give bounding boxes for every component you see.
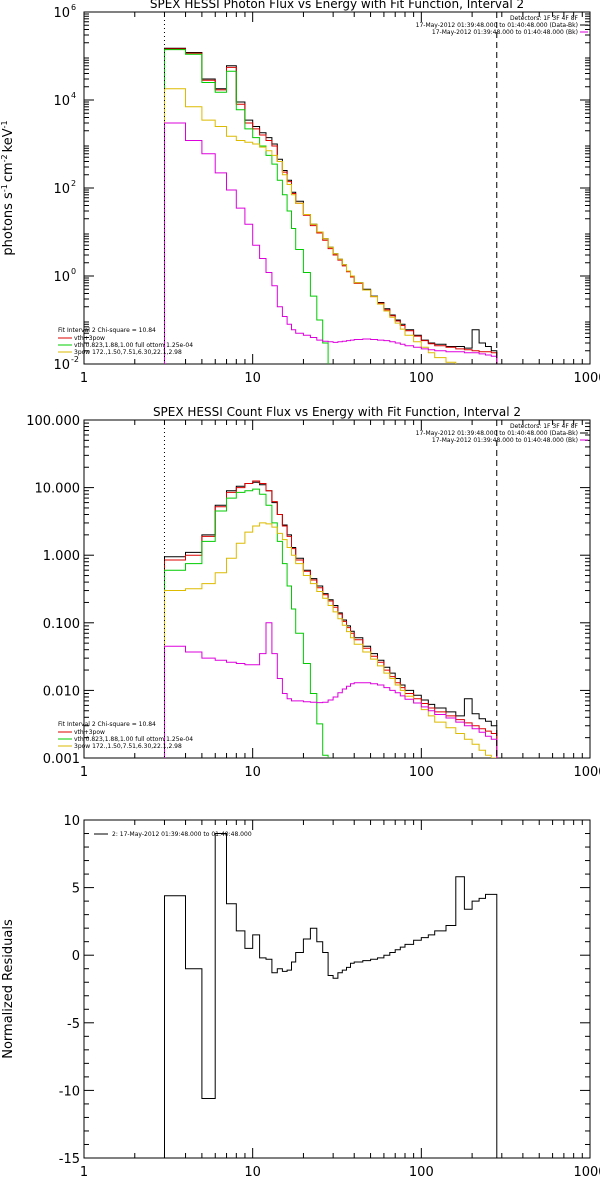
legend-right-entry: Detectors: 1F 3F 4F 8F <box>510 15 579 22</box>
y-tick-label: 10 <box>63 814 80 829</box>
y-axis-label: Normalized Residuals <box>1 919 16 1059</box>
x-tick-label: 1 <box>80 371 88 386</box>
y-tick-exponent: -2 <box>71 355 79 364</box>
y-tick-label: -10 <box>59 1084 80 1099</box>
series-5-line <box>164 622 498 758</box>
legend-left-entry: vth 0.823,1.88,1.00 full ottom 1.25e-04 <box>74 342 193 349</box>
legend-left-entry: 3pow 172.,1.50,7.51,6.30,22.1,2.98 <box>74 349 182 356</box>
y-axis-label-part: keV <box>1 128 16 152</box>
series-1-line <box>164 481 498 758</box>
legend-right-entry: 17-May-2012 01:39:48.000 to 01:40:48.000… <box>432 437 578 444</box>
y-tick-base: 10 <box>53 270 70 285</box>
legend-right-entry: Detectors: 1F 3F 4F 8F <box>510 423 579 430</box>
legend-left-entry: vth+3pow <box>74 335 105 342</box>
legend-left-entry: vth 0.823,1.88,1.00 full ottom 1.25e-04 <box>74 736 193 743</box>
y-tick-label: 10 <box>53 358 70 373</box>
y-tick-label: 0.001 <box>43 752 80 767</box>
series-4-line <box>164 522 498 758</box>
legend-left-entry: vth+3pow <box>74 729 105 736</box>
y-axis-label-part: -1 <box>0 120 9 128</box>
x-tick-label: 10 <box>244 371 261 386</box>
y-axis-label-part: -1 <box>0 184 9 192</box>
y-axis-label-part: Normalized Residuals <box>1 919 16 1059</box>
series-4-line <box>164 88 457 364</box>
series-group <box>164 480 498 758</box>
y-tick-label: 0 <box>72 949 80 964</box>
panel-2: SPEX HESSI Count Flux vs Energy with Fit… <box>26 405 600 780</box>
y-tick-label: 10 <box>53 270 70 285</box>
legend-right-entry: 17-May-2012 01:39:48.000 to 01:40:48.000… <box>432 29 578 36</box>
x-tick-label: 1 <box>80 1165 88 1180</box>
y-tick-base: 10 <box>53 182 70 197</box>
series-5-line <box>164 122 498 364</box>
plot-frame <box>83 819 591 1159</box>
y-tick-exponent: 6 <box>71 3 76 12</box>
y-axis-label-part: -2 <box>0 154 9 162</box>
x-tick-label: 10 <box>244 765 261 780</box>
series-1-line <box>164 47 498 364</box>
y-tick-exponent: 4 <box>71 91 76 100</box>
y-tick-base: 10 <box>53 358 70 373</box>
y-tick-exponent: 2 <box>71 179 76 188</box>
y-tick-label: 0.100 <box>43 617 80 632</box>
chart-title: SPEX HESSI Photon Flux vs Energy with Fi… <box>150 0 524 11</box>
y-tick-base: 10 <box>53 94 70 109</box>
y-tick-label: 100.000 <box>26 414 80 429</box>
series-2-line <box>164 480 498 758</box>
legend-right-entry: 17-May-2012 01:39:48.000 to 01:40:48.000… <box>416 22 578 29</box>
y-tick-label: 10 <box>53 182 70 197</box>
x-tick-label: 1 <box>80 765 88 780</box>
y-tick-label: 10.000 <box>35 482 81 497</box>
panel-1: SPEX HESSI Photon Flux vs Energy with Fi… <box>0 0 600 386</box>
x-tick-label: 100 <box>409 765 434 780</box>
y-tick-label: -5 <box>67 1017 80 1032</box>
legend-right-entry: 17-May-2012 01:39:48.000 to 01:40:48.000… <box>416 430 578 437</box>
x-tick-label: 100 <box>409 371 434 386</box>
x-tick-label: 10 <box>244 1165 261 1180</box>
plot-frame <box>83 419 591 759</box>
legend-left-header: Fit Interval 2 Chi-square = 10.84 <box>58 721 156 728</box>
series-3-line <box>164 488 329 758</box>
series-group <box>164 47 498 364</box>
y-tick-base: 10 <box>53 6 70 21</box>
series-3-line <box>164 49 329 364</box>
legend-left-entry: 3pow 172.,1.50,7.51,6.30,22.1,2.98 <box>74 743 182 750</box>
series-1-line <box>164 833 498 1158</box>
series-group <box>164 833 498 1158</box>
x-tick-label: 100 <box>409 1165 434 1180</box>
legend-entry: 2: 17-May-2012 01:39:48.000 to 01:40:48.… <box>112 831 252 838</box>
y-tick-label: 0.010 <box>43 684 80 699</box>
y-tick-label: 5 <box>72 882 80 897</box>
series-2-line <box>164 48 498 364</box>
y-tick-label: 10 <box>53 6 70 21</box>
y-tick-exponent: 0 <box>71 267 76 276</box>
y-axis-label-part: photons s <box>1 192 16 256</box>
plot-frame <box>83 11 591 365</box>
legend-left-header: Fit Interval 2 Chi-square = 10.84 <box>58 327 156 334</box>
y-tick-label: 10 <box>53 94 70 109</box>
chart-title: SPEX HESSI Count Flux vs Energy with Fit… <box>153 405 521 419</box>
y-axis-label: photons s-1cm-2keV-1 <box>0 120 16 255</box>
y-tick-label: 1.000 <box>43 549 80 564</box>
y-tick-label: -15 <box>59 1152 80 1167</box>
y-axis-label-part: cm <box>1 162 16 182</box>
